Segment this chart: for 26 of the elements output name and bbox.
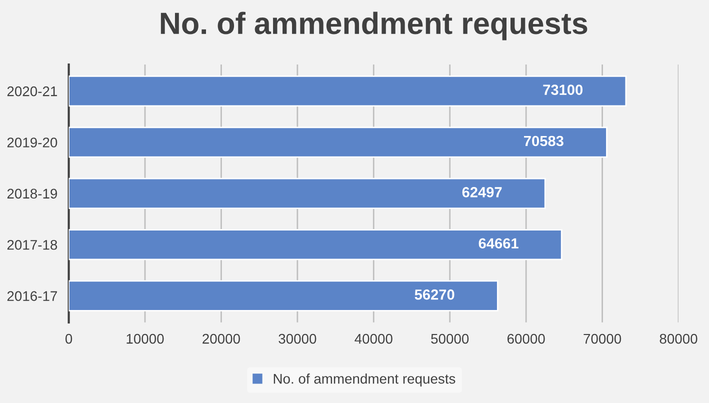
bar xyxy=(68,178,546,209)
bar xyxy=(68,280,498,312)
bar xyxy=(68,126,608,158)
y-tick-label: 2017-18 xyxy=(7,240,58,250)
x-tick-label: 0 xyxy=(65,334,72,344)
data-label: 62497 xyxy=(462,187,502,198)
legend-label: No. of ammendment requests xyxy=(274,374,456,386)
data-label: 73100 xyxy=(543,84,583,95)
x-tick-label: 40000 xyxy=(354,334,392,344)
data-label: 56270 xyxy=(414,289,454,300)
x-tick-label: 50000 xyxy=(431,334,469,344)
x-tick-label: 60000 xyxy=(507,334,545,344)
bar xyxy=(68,76,627,107)
bar xyxy=(68,229,562,260)
x-tick-label: 20000 xyxy=(202,334,240,344)
y-tick-label: 2018-19 xyxy=(7,188,58,199)
x-tick-label: 10000 xyxy=(126,334,164,344)
chart-title: No. of ammendment requests xyxy=(160,12,588,40)
data-label: 64661 xyxy=(478,238,518,249)
data-label: 70583 xyxy=(524,136,564,146)
x-tick-label: 30000 xyxy=(278,334,316,344)
y-tick-label: 2020-21 xyxy=(7,86,57,96)
y-tick-label: 2016-17 xyxy=(7,291,57,301)
x-tick-label: 70000 xyxy=(584,334,622,344)
y-tick-label: 2019-20 xyxy=(7,138,58,148)
x-tick-label: 80000 xyxy=(660,334,698,344)
